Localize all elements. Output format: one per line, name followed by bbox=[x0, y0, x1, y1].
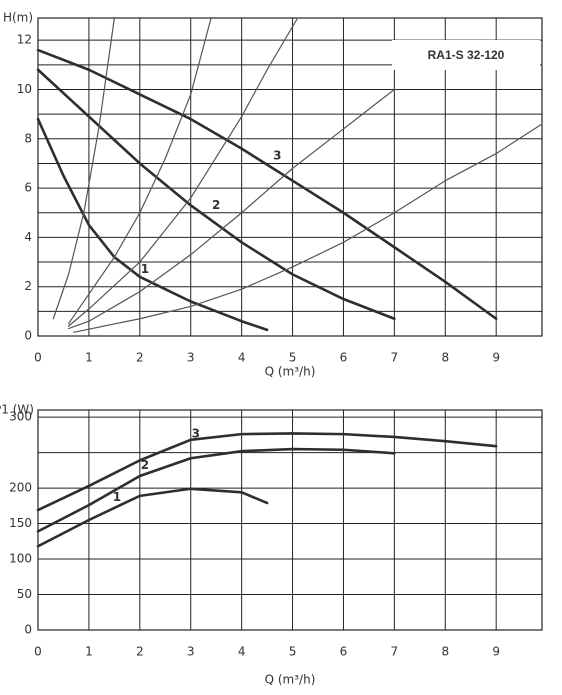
x-tick-label: 6 bbox=[340, 351, 348, 365]
y-tick-label: 2 bbox=[24, 279, 32, 293]
x-tick-label: 1 bbox=[85, 645, 93, 659]
title-box bbox=[392, 40, 540, 70]
x-tick-label: 2 bbox=[136, 645, 144, 659]
x-tick-label: 1 bbox=[85, 351, 93, 365]
y-tick-label: 0 bbox=[24, 623, 32, 637]
y-tick-label: 10 bbox=[17, 82, 32, 96]
x-tick-label: 3 bbox=[187, 351, 195, 365]
curve bbox=[52, 17, 115, 320]
x-tick-label: 4 bbox=[238, 351, 246, 365]
y-tick-label: 4 bbox=[24, 230, 32, 244]
y-tick-label: 300 bbox=[9, 410, 32, 424]
plot-area bbox=[37, 409, 543, 631]
y-tick-label: 100 bbox=[9, 552, 32, 566]
x-tick-label: 7 bbox=[391, 645, 399, 659]
y-axis-label: H(m) bbox=[3, 11, 33, 25]
curve-label: 1 bbox=[113, 490, 121, 504]
x-tick-label: 3 bbox=[187, 645, 195, 659]
x-tick-label: 6 bbox=[340, 645, 348, 659]
y-tick-label: 50 bbox=[17, 587, 32, 601]
curve bbox=[36, 447, 396, 533]
x-tick-label: 8 bbox=[441, 645, 449, 659]
plot-area bbox=[37, 17, 543, 337]
x-tick-label: 9 bbox=[492, 351, 500, 365]
curve bbox=[73, 123, 543, 333]
curve bbox=[67, 17, 299, 327]
chart-title: RA1-S 32-120 bbox=[428, 48, 505, 62]
x-tick-label: 5 bbox=[289, 645, 297, 659]
curve bbox=[36, 432, 498, 512]
curve-label: 3 bbox=[192, 427, 200, 441]
y-tick-label: 200 bbox=[9, 481, 32, 495]
x-tick-label: 9 bbox=[492, 645, 500, 659]
x-tick-label: 0 bbox=[34, 645, 42, 659]
curve-label: 2 bbox=[141, 458, 149, 472]
curve bbox=[36, 68, 396, 321]
curve bbox=[36, 487, 269, 548]
curve bbox=[67, 17, 212, 325]
x-tick-label: 5 bbox=[289, 351, 297, 365]
x-axis-label: Q (m³/h) bbox=[265, 673, 316, 687]
curve bbox=[67, 88, 395, 330]
y-tick-label: 12 bbox=[17, 33, 32, 47]
y-axis-label: P1 (W) bbox=[0, 403, 34, 417]
curve-label: 2 bbox=[212, 198, 220, 212]
x-tick-label: 8 bbox=[441, 351, 449, 365]
x-tick-label: 4 bbox=[238, 645, 246, 659]
curve-label: 1 bbox=[141, 262, 149, 276]
curve bbox=[36, 48, 498, 321]
y-tick-label: 0 bbox=[24, 329, 32, 343]
x-tick-label: 0 bbox=[34, 351, 42, 365]
x-tick-label: 2 bbox=[136, 351, 144, 365]
curve-label: 3 bbox=[273, 149, 281, 163]
y-tick-label: 8 bbox=[24, 131, 32, 145]
y-tick-label: 150 bbox=[9, 516, 32, 530]
x-tick-label: 7 bbox=[391, 351, 399, 365]
x-axis-label: Q (m³/h) bbox=[265, 365, 316, 379]
y-tick-label: 6 bbox=[24, 181, 32, 195]
